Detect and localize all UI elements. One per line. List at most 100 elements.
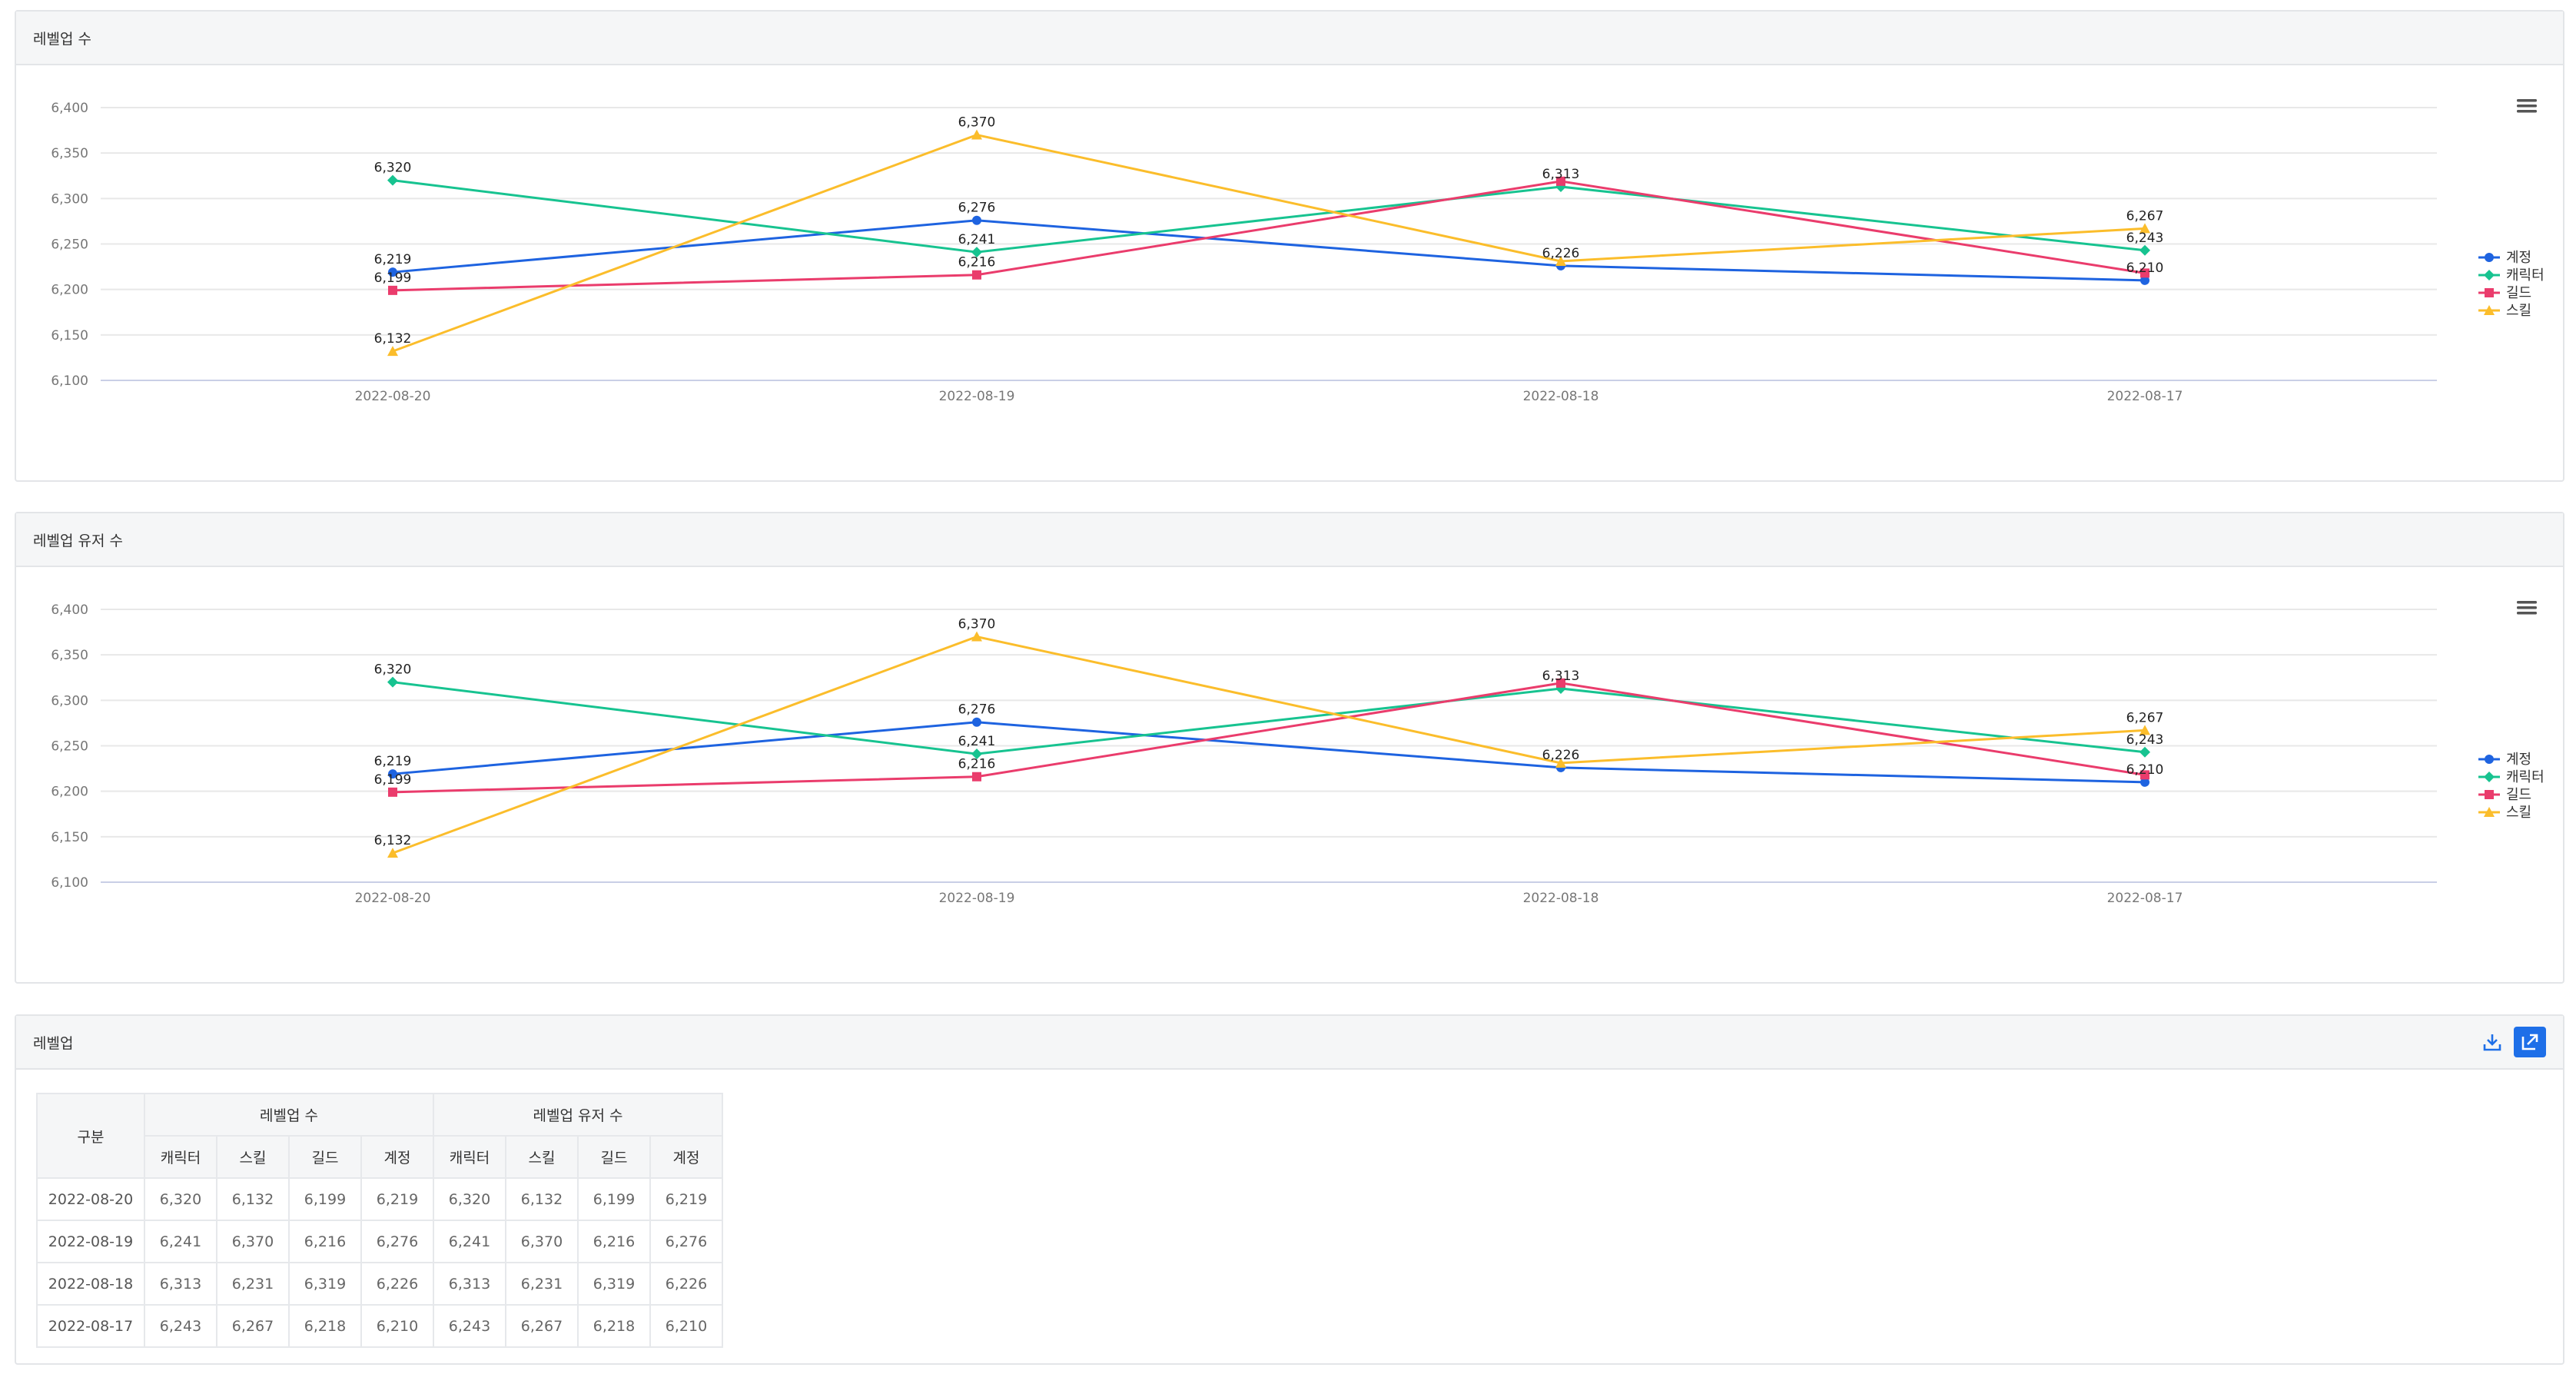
data-point [387,346,398,357]
table-cell: 6,231 [216,1262,290,1306]
hamburger-menu-icon[interactable] [2517,98,2537,114]
data-label: 6,313 [1542,167,1580,182]
x-tick-label: 2022-08-17 [2107,389,2183,404]
series-line [392,721,2146,784]
data-label: 6,267 [2126,208,2164,224]
legend-label: 스킬 [2506,303,2531,319]
table-cell: 6,267 [505,1304,579,1348]
data-point [2484,807,2495,817]
data-point [972,215,981,225]
hamburger-menu-icon[interactable] [2517,599,2537,616]
data-point [1556,678,1565,688]
data-point [2139,244,2150,256]
download-icon[interactable] [2481,1031,2503,1053]
data-label: 6,216 [958,255,996,270]
data-point [2485,790,2494,799]
column-header-category: 구분 [36,1093,145,1179]
x-tick-label: 2022-08-20 [355,891,431,906]
table-row: 2022-08-19 6,241 6,370 6,216 6,276 6,241… [36,1220,723,1263]
table-row: 2022-08-20 6,320 6,132 6,199 6,219 6,320… [36,1177,723,1221]
data-point [2485,253,2494,262]
legend-label: 계정 [2506,752,2531,768]
series-line [392,682,2146,794]
data-point [387,848,398,858]
data-label: 6,370 [958,115,996,131]
data-label: 6,132 [374,331,412,347]
column-group-levelup-count: 레벨업 수 [144,1093,434,1137]
data-label: 6,132 [374,833,412,848]
series-line [392,133,2146,353]
export-icon[interactable] [2514,1027,2546,1057]
legend-label: 스킬 [2506,805,2531,821]
table-cell: 6,226 [360,1262,434,1306]
data-label: 6,276 [958,702,996,718]
x-tick-label: 2022-08-18 [1523,389,1599,404]
column-header: 계정 [360,1135,434,1179]
levelup-table: 구분 레벨업 수 레벨업 유저 수 캐릭터 스킬 길드 계정 캐릭터 스킬 길드… [36,1093,723,1348]
y-tick-label: 6,400 [51,602,88,618]
panel-header: 레벨업 수 [16,12,2563,65]
table-cell: 6,370 [505,1220,579,1263]
column-header: 스킬 [216,1135,290,1179]
data-label: 6,276 [958,201,996,216]
data-point [971,247,982,258]
data-point [2140,275,2149,285]
row-date: 2022-08-20 [36,1177,145,1221]
data-label: 6,226 [1542,246,1580,261]
data-label: 6,219 [374,252,412,267]
table-cell: 6,210 [360,1304,434,1348]
data-point [2484,305,2495,315]
table-cell: 6,267 [216,1304,290,1348]
line-chart-levelup-count: 6,400 6,350 6,300 6,250 6,200 6,150 6,100 2022-… [51,101,2544,404]
table-cell: 6,320 [144,1177,217,1221]
data-point [2140,770,2149,780]
data-point [388,769,397,779]
legend-label: 캐릭터 [2506,769,2544,785]
data-point [971,748,982,760]
table-cell: 6,241 [433,1220,506,1263]
data-point [387,174,398,186]
table-cell: 6,218 [577,1304,651,1348]
data-label: 6,243 [2126,732,2164,748]
data-point [1555,255,1566,266]
column-header: 계정 [649,1135,723,1179]
table-cell: 6,199 [577,1177,651,1221]
data-label: 6,199 [374,270,412,286]
y-tick-label: 6,250 [51,739,88,755]
x-tick-label: 2022-08-19 [939,891,1015,906]
column-header: 캐릭터 [433,1135,506,1179]
column-group-levelup-user-count: 레벨업 유저 수 [433,1093,723,1137]
table-cell: 6,313 [433,1262,506,1306]
line-chart-levelup-user-count: 6,400 6,350 6,300 6,250 6,200 6,150 6,100 2022-… [51,602,2544,906]
data-point [1555,757,1566,768]
panel-title: 레벨업 수 [33,30,91,48]
y-tick-label: 6,350 [51,146,88,161]
y-tick-label: 6,300 [51,191,88,207]
chart-panel-levelup-user-count: 레벨업 유저 수 6,400 6,350 6,300 6,250 6,200 6,150 6… [15,512,2564,984]
table-cell: 6,132 [505,1177,579,1221]
table-cell: 6,210 [649,1304,723,1348]
data-point [2485,288,2494,297]
table-cell: 6,216 [577,1220,651,1263]
data-point [972,270,981,280]
y-tick-label: 6,150 [51,830,88,845]
data-point [2139,725,2150,735]
series-line [392,681,2146,755]
data-label: 6,226 [1542,748,1580,763]
legend-label: 캐릭터 [2506,267,2544,284]
column-header: 길드 [288,1135,362,1179]
column-header: 캐릭터 [144,1135,217,1179]
data-point [2140,777,2149,787]
data-point [971,631,982,642]
table-cell: 6,199 [288,1177,362,1221]
table-panel-levelup: 레벨업 구분 레벨업 수 레벨업 [15,1014,2564,1365]
table-cell: 6,319 [288,1262,362,1306]
y-tick-label: 6,200 [51,283,88,298]
x-tick-label: 2022-08-17 [2107,891,2183,906]
table-cell: 6,243 [144,1304,217,1348]
column-header: 길드 [577,1135,651,1179]
row-date: 2022-08-19 [36,1220,145,1263]
data-point [972,772,981,782]
data-label: 6,210 [2126,261,2164,276]
table-cell: 6,313 [144,1262,217,1306]
